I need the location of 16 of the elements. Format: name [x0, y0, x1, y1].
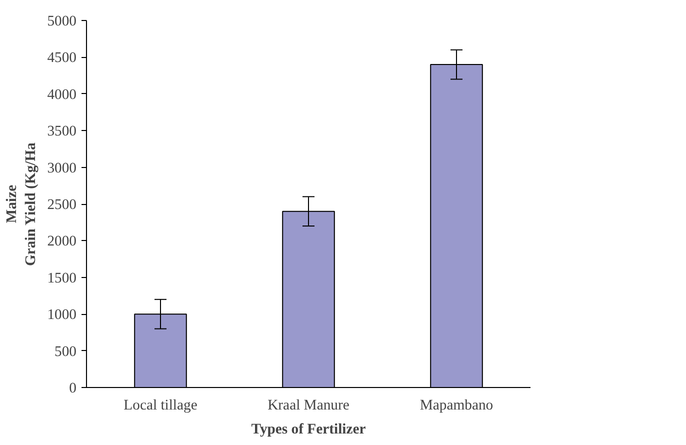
- y-tick-label: 1500: [47, 270, 76, 286]
- y-tick-label: 4500: [47, 50, 76, 66]
- x-tick-label: Local tillage: [124, 398, 198, 414]
- y-tick-label: 2500: [47, 197, 76, 213]
- y-tick-label: 5000: [47, 14, 76, 30]
- y-tick-label: 500: [54, 344, 76, 360]
- y-tick-label: 1000: [47, 307, 76, 324]
- y-axis-title: Maize Grain Yield (Kg/Ha: [4, 142, 40, 266]
- y-tick-label: 0: [69, 380, 76, 396]
- x-axis-title: Types of Fertilizer: [251, 422, 366, 438]
- x-tick-label: Mapambano: [420, 398, 494, 414]
- y-tick-label: 4000: [47, 86, 76, 103]
- y-tick-label: 2000: [47, 234, 76, 250]
- y-tick-label: 3000: [47, 160, 76, 176]
- y-tick-label: 3500: [47, 124, 76, 140]
- x-tick-label: Kraal Manure: [268, 398, 350, 414]
